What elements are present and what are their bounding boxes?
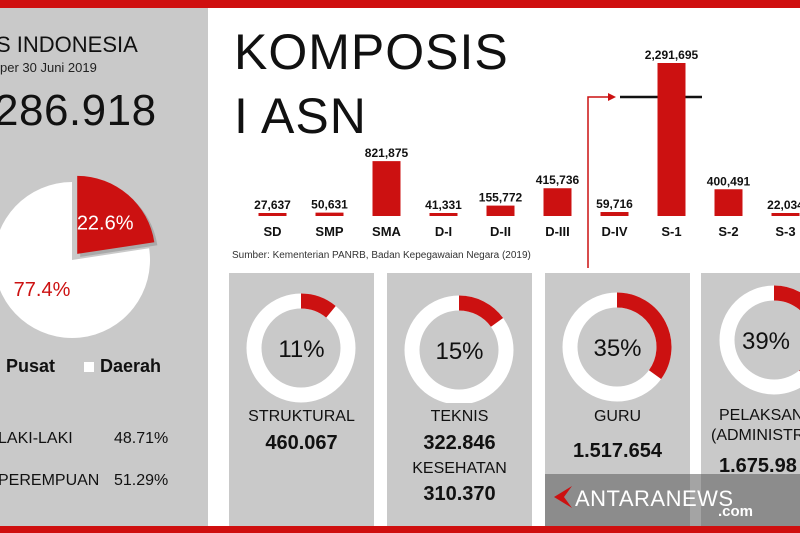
- bar-smp: [315, 212, 344, 216]
- bar-category-label: SMP: [315, 224, 344, 239]
- card-1-percent: 11%: [278, 336, 325, 363]
- pie-slice-pusat: [77, 175, 155, 254]
- bar-category-label: S-3: [775, 224, 795, 239]
- card-4-percent: 39%: [741, 328, 791, 355]
- bar-value-label: 821,875: [365, 146, 409, 160]
- total-asn-count: 286.918: [0, 86, 157, 135]
- bar-category-label: D-III: [545, 224, 570, 239]
- legend-daerah: Daerah: [84, 356, 161, 377]
- card-4-label-b: (ADMINISTR: [711, 427, 800, 444]
- top-accent-bar: [0, 0, 800, 8]
- card-4-amount: 1.675.98: [719, 455, 797, 477]
- bar-value-label: 400,491: [707, 174, 751, 188]
- card-2-label: TEKNIS: [430, 408, 489, 425]
- bar-value-label: 415,736: [536, 173, 580, 187]
- card-1-label: STRUKTURAL: [248, 408, 355, 425]
- card-3-percent: 35%: [593, 335, 642, 362]
- bar-value-label: 155,772: [479, 191, 523, 205]
- main-title-line2: I ASN: [234, 88, 367, 144]
- bar-value-label: 2,291,695: [645, 48, 699, 62]
- bar-value-label: 41,331: [425, 198, 462, 212]
- left-panel-subtitle: per 30 Juni 2019: [0, 60, 97, 75]
- bottom-accent-bar: [0, 526, 800, 533]
- gender-male-value: 48.71%: [114, 430, 169, 447]
- bar-category-label: SMA: [372, 224, 402, 239]
- donut-fill-arc: [773, 285, 800, 372]
- bar-category-label: SD: [263, 224, 281, 239]
- pusat-daerah-pie-chart: 22.6% 77.4%: [0, 175, 158, 338]
- left-panel-title: S INDONESIA: [0, 32, 138, 57]
- bar-value-label: 27,637: [254, 198, 291, 212]
- chart-source-note: Sumber: Kementerian PANRB, Badan Kepegaw…: [232, 250, 531, 261]
- bar-d-iii: [543, 188, 572, 216]
- bar-s-2: [714, 189, 743, 216]
- education-bar-chart: 27,637 SD 50,631 SMP 821,875 SMA 41,331 D-I 155,…: [254, 48, 800, 268]
- card-2-label-2: KESEHATAN: [412, 460, 507, 477]
- gender-female-value: 51.29%: [114, 472, 169, 489]
- watermark-text: ANTARANEWS: [575, 486, 734, 511]
- gender-female-label: PEREMPUAN: [0, 472, 100, 489]
- bar-value-label: 22,034: [767, 198, 800, 212]
- bar-s-3: [771, 213, 800, 216]
- bar-category-label: S-1: [661, 224, 681, 239]
- antara-logo-icon: [554, 486, 572, 508]
- pie-label-daerah: 77.4%: [14, 279, 71, 301]
- bar-category-label: D-IV: [602, 224, 628, 239]
- card-4-label: PELAKSAN: [719, 407, 800, 424]
- antaranews-watermark: [545, 474, 800, 526]
- donut-fill-arc: [300, 293, 336, 318]
- bar-category-label: D-II: [490, 224, 511, 239]
- bar-value-label: 50,631: [311, 198, 348, 212]
- card-2-amount: 322.846: [423, 432, 496, 454]
- legend-daerah-swatch: [84, 362, 94, 373]
- donut-fill-arc: [616, 292, 672, 380]
- donut-fill-arc: [458, 295, 504, 328]
- card-1-amount: 460.067: [265, 432, 338, 454]
- watermark-com: .com: [718, 503, 754, 520]
- donut-charts: [246, 285, 800, 403]
- card-2-amount-2: 310.370: [423, 483, 496, 505]
- card-2-percent: 15%: [435, 338, 484, 365]
- legend-pusat: Pusat: [6, 356, 56, 376]
- gender-male-label: LAKI-LAKI: [0, 430, 73, 447]
- bar-category-label: D-I: [435, 224, 452, 239]
- card-3-label: GURU: [593, 408, 642, 425]
- bar-sma: [372, 161, 401, 216]
- bar-value-label: 59,716: [596, 197, 633, 211]
- bar-d-iv: [600, 212, 629, 216]
- pie-slice-daerah: [0, 182, 150, 338]
- bar-s-1: [657, 63, 686, 216]
- arrow-line: [587, 96, 608, 268]
- main-title-line1: KOMPOSIS: [234, 24, 509, 80]
- bar-d-i: [429, 213, 458, 216]
- bar-category-label: S-2: [718, 224, 738, 239]
- arrow-head: [608, 93, 616, 101]
- bar-sd: [258, 213, 287, 216]
- bar-d-ii: [486, 205, 515, 216]
- card-3-amount: 1.517.654: [573, 440, 662, 462]
- pie-label-pusat: 22.6%: [77, 212, 134, 234]
